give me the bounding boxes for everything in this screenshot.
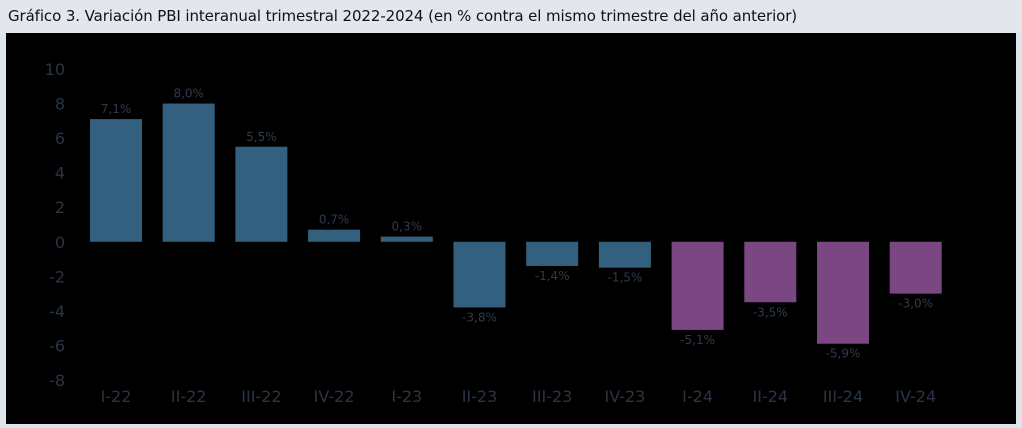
data-label: -1,4% <box>535 269 570 283</box>
bar <box>308 229 361 242</box>
bar <box>598 241 651 268</box>
data-labels: 7,1% 8,0% 5,5% 0,7% 0,3% -3,8% -1,4% -1,5% -5,1%… <box>101 87 933 361</box>
y-axis: 10 8 6 4 2 0 -2 -4 -6 -8 <box>45 60 65 390</box>
y-tick-label: -2 <box>49 267 65 286</box>
bar-chart: 10 8 6 4 2 0 -2 -4 -6 -8 7,1% 8,0% 5,5% 0,7% 0,3% -3,8… <box>45 60 942 406</box>
x-tick-label: I-24 <box>682 387 713 406</box>
chart-title: Gráfico 3. Variación PBI interanual trim… <box>8 7 798 25</box>
data-label: -3,0% <box>898 297 933 311</box>
bar <box>744 241 797 303</box>
bar <box>817 241 869 344</box>
bar <box>453 241 506 308</box>
x-tick-label: IV-22 <box>314 387 355 406</box>
bar <box>671 241 724 330</box>
data-label: -1,5% <box>607 271 642 285</box>
x-tick-label: IV-23 <box>604 387 645 406</box>
bar <box>90 119 142 242</box>
y-tick-label: -8 <box>49 371 65 390</box>
x-axis: I-22 II-22 III-22 IV-22 I-23 II-23 III-23 IV-23… <box>101 387 937 406</box>
data-label: -5,9% <box>826 347 861 361</box>
x-tick-label: II-24 <box>753 387 789 406</box>
x-tick-label: II-22 <box>171 387 207 406</box>
data-label: -3,8% <box>462 310 497 324</box>
bar <box>235 146 288 242</box>
y-tick-label: 8 <box>55 95 65 114</box>
x-tick-label: III-24 <box>823 387 863 406</box>
data-label: -5,1% <box>680 333 715 347</box>
x-tick-label: III-23 <box>532 387 572 406</box>
bars <box>90 103 942 344</box>
bar <box>162 103 215 242</box>
data-label: 5,5% <box>246 130 277 144</box>
x-tick-label: I-23 <box>391 387 422 406</box>
chart-area: 10 8 6 4 2 0 -2 -4 -6 -8 7,1% 8,0% 5,5% 0,7% 0,3% -3,8… <box>6 33 1016 424</box>
bar <box>889 241 942 294</box>
y-tick-label: -6 <box>49 336 65 355</box>
bar <box>380 236 433 242</box>
data-label: 8,0% <box>173 87 204 101</box>
data-label: -3,5% <box>753 305 788 319</box>
x-tick-label: IV-24 <box>895 387 936 406</box>
y-tick-label: -4 <box>49 302 65 321</box>
y-tick-label: 4 <box>55 164 65 183</box>
y-tick-label: 2 <box>55 198 65 217</box>
y-tick-label: 10 <box>45 60 65 79</box>
x-tick-label: II-23 <box>462 387 498 406</box>
y-tick-label: 6 <box>55 129 65 148</box>
data-label: 0,7% <box>319 213 350 227</box>
y-tick-label: 0 <box>55 233 65 252</box>
title-bar: Gráfico 3. Variación PBI interanual trim… <box>0 0 1022 33</box>
x-tick-label: III-22 <box>241 387 281 406</box>
data-label: 0,3% <box>392 220 423 234</box>
data-label: 7,1% <box>101 102 132 116</box>
bar <box>526 241 579 266</box>
x-tick-label: I-22 <box>101 387 132 406</box>
